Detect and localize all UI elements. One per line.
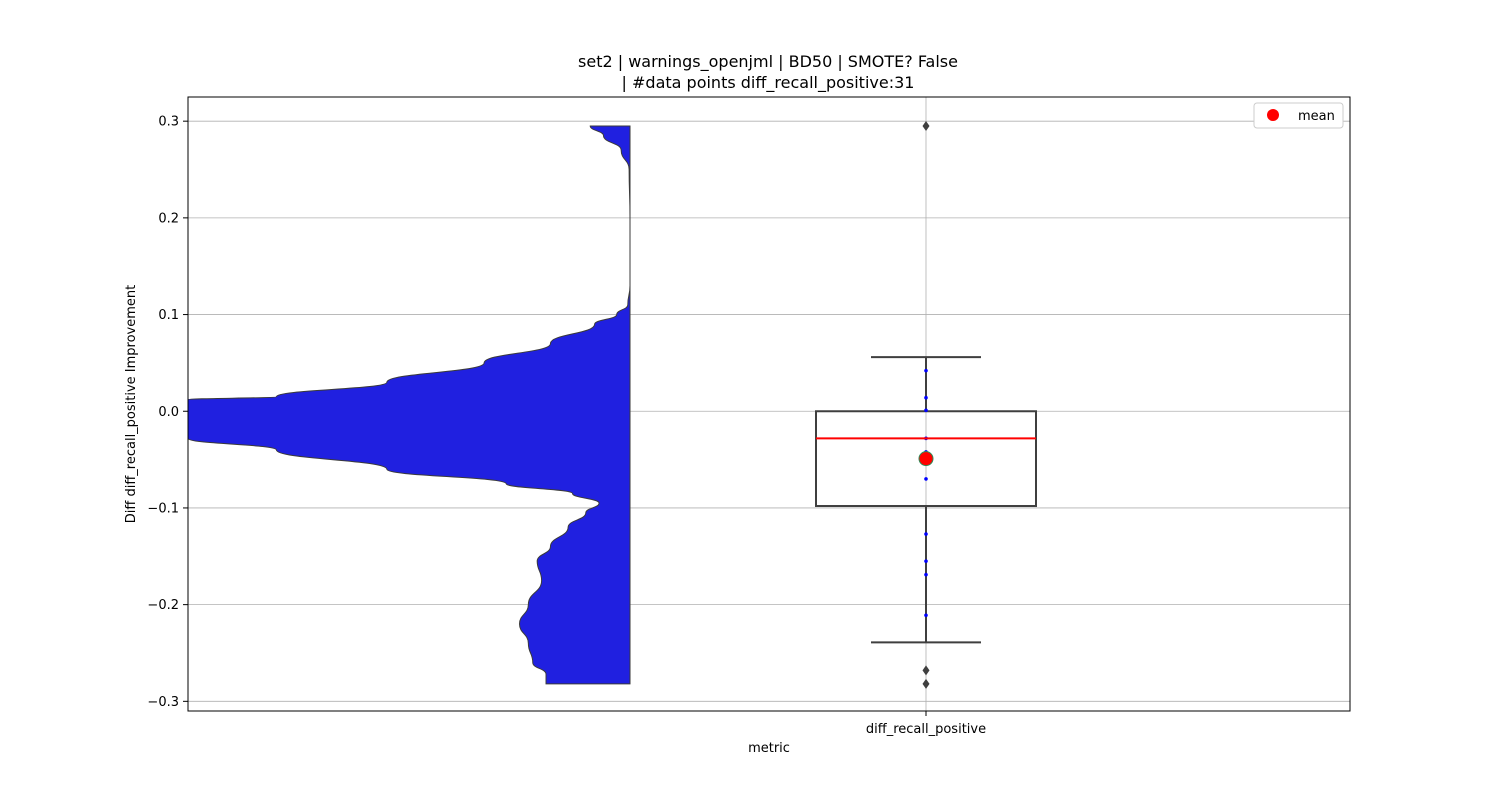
chart-title-line2: | #data points diff_recall_positive:31	[622, 73, 915, 93]
mean-marker	[918, 451, 934, 467]
outlier-marker	[922, 665, 930, 676]
y-tick-label: 0.0	[158, 405, 179, 420]
violin-body	[187, 125, 631, 685]
data-point	[924, 477, 928, 481]
y-tick-label: −0.3	[147, 695, 179, 710]
data-point	[924, 613, 928, 618]
data-point	[924, 395, 928, 400]
x-tick-label: diff_recall_positive	[866, 722, 986, 737]
y-tick-label: −0.2	[147, 598, 179, 613]
x-axis-label: metric	[748, 741, 790, 756]
y-axis-label: Diff diff_recall_positive Improvement	[124, 285, 139, 524]
y-tick-label: 0.2	[158, 211, 179, 226]
x-axis: diff_recall_positive	[866, 711, 986, 737]
y-tick-label: −0.1	[147, 501, 179, 516]
outlier-marker	[922, 121, 930, 132]
legend-mean-label: mean	[1298, 109, 1335, 124]
violin-layer	[187, 125, 631, 685]
legend-box	[1253, 102, 1344, 129]
data-point	[924, 559, 928, 563]
data-point	[924, 408, 928, 413]
data-point	[924, 572, 928, 577]
legend: mean	[1253, 102, 1344, 129]
legend-mean-marker	[1267, 109, 1279, 121]
y-tick-label: 0.3	[158, 115, 179, 130]
data-point	[924, 368, 928, 373]
outlier-marker	[922, 678, 930, 689]
data-point	[924, 532, 928, 536]
chart-title-line1: set2 | warnings_openjml | BD50 | SMOTE? …	[578, 52, 958, 72]
y-axis: −0.3 −0.2 −0.1 0.0 0.1 0.2 0.3	[147, 115, 188, 710]
plot-frame	[187, 96, 1351, 712]
box-layer	[815, 121, 1037, 689]
y-tick-label: 0.1	[158, 308, 179, 323]
